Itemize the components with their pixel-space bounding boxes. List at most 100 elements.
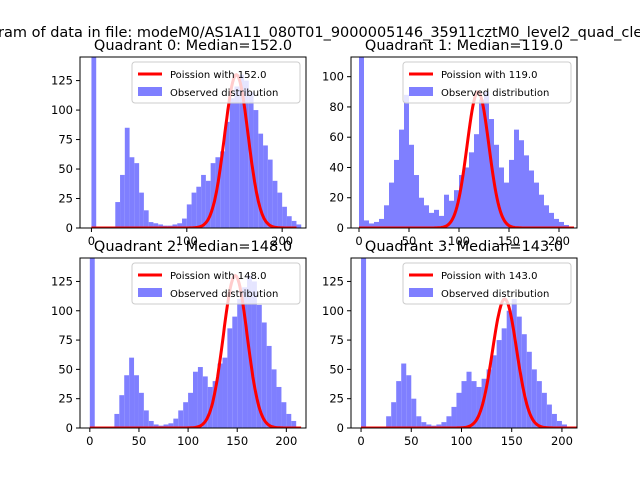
figure-title: Histogram of data in file: modeM0/AS1A11… <box>0 25 640 41</box>
legend-observed-label: Observed distribution <box>170 289 278 300</box>
x-tick-label: 0 <box>88 234 95 248</box>
histogram-bar <box>444 194 449 228</box>
histogram-bar <box>124 127 130 228</box>
histogram-bar <box>401 363 407 428</box>
histogram-bar <box>514 129 519 228</box>
histogram-bar <box>232 316 238 428</box>
chart-panel-1: 0 50 100 150 200 0 20 40 60 80 100 Quadrant 1: Medi… <box>322 38 578 248</box>
y-tick-label: 50 <box>58 362 73 376</box>
histogram-bar <box>561 424 567 428</box>
histogram-bar <box>178 410 184 428</box>
histogram-bar <box>217 363 223 428</box>
histogram-bar <box>504 182 509 228</box>
histogram-bar <box>129 157 135 228</box>
histogram-bar <box>138 392 144 428</box>
y-tick-label: 0 <box>66 421 73 435</box>
histogram-bar <box>212 381 218 428</box>
poisson-model-line <box>361 297 577 428</box>
subplot-title: Quadrant 0: Median=152.0 <box>94 38 292 54</box>
histogram-bar <box>491 355 497 428</box>
histogram-bar <box>124 375 130 428</box>
x-tick-label: 100 <box>448 234 470 248</box>
plot-area <box>359 57 574 228</box>
histogram-bar <box>256 304 262 428</box>
legend-box <box>402 262 572 305</box>
histogram-bar <box>564 224 569 228</box>
histogram-bar <box>186 204 192 228</box>
histogram-bar <box>361 258 367 428</box>
histogram-bar <box>143 210 149 228</box>
histogram-bar <box>436 424 442 428</box>
histogram-bar <box>546 404 552 428</box>
histogram-bar <box>419 197 424 228</box>
chart-panel-3: 0 50 100 150 200 0 25 50 75 100 125 Quadrant 3: Med… <box>322 239 578 448</box>
histogram-bar <box>172 224 178 228</box>
subplot-title: Quadrant 1: Median=119.0 <box>365 38 563 54</box>
y-tick-label: 40 <box>329 160 344 174</box>
histogram-bar <box>411 398 417 428</box>
histogram-bar <box>114 413 120 428</box>
histogram-bar <box>134 375 139 428</box>
legend-observed-label: Observed distribution <box>441 289 549 300</box>
histogram-bar <box>188 392 193 428</box>
legend-observed-swatch <box>138 87 162 96</box>
histogram-bar <box>220 151 225 228</box>
histogram-bar <box>148 420 154 428</box>
legend-observed-swatch <box>409 288 433 297</box>
histogram-bar <box>168 423 174 428</box>
histogram-bar <box>205 180 211 228</box>
histogram-bar <box>261 322 267 428</box>
y-tick-label: 0 <box>66 221 73 235</box>
histogram-bar <box>196 186 202 228</box>
histogram-bar <box>129 357 135 428</box>
subplot-title: Quadrant 3: Median=143.0 <box>365 239 563 255</box>
histogram-bar <box>511 299 517 428</box>
histogram-bar <box>242 287 248 428</box>
chart-panel-0: 0 100 200 0 25 50 75 100 125 Quadrant 0: Median=1… <box>51 38 307 248</box>
histogram-bar <box>466 371 472 428</box>
histogram-bar <box>479 99 484 228</box>
histogram-bar <box>471 381 477 428</box>
axes-frame <box>79 56 307 229</box>
x-tick-label: 150 <box>498 234 520 248</box>
histogram-bar <box>484 91 489 228</box>
y-tick-label: 100 <box>322 70 344 84</box>
histogram-bar <box>531 369 537 428</box>
histogram-bar <box>272 180 278 228</box>
histogram-bar <box>529 170 534 228</box>
histogram-bar <box>404 94 409 228</box>
histogram-bar <box>496 340 502 428</box>
x-tick-label: 150 <box>226 434 248 448</box>
histogram-bar <box>421 422 427 428</box>
legend-model-label: Poission with 119.0 <box>441 70 537 81</box>
y-tick-label: 125 <box>51 274 73 288</box>
histogram-bar <box>521 334 527 428</box>
y-tick-label: 125 <box>322 274 344 288</box>
histogram-bar <box>534 182 539 228</box>
histogram-bar <box>148 222 154 228</box>
histogram-bar <box>91 57 97 228</box>
histogram-bar <box>177 223 183 228</box>
histogram-bar <box>446 416 452 428</box>
histogram-bar <box>539 194 544 228</box>
histogram-bar <box>551 413 557 428</box>
histogram-bar <box>227 328 233 428</box>
legend-model-label: Poission with 143.0 <box>441 271 537 282</box>
histogram-bar <box>237 299 243 428</box>
y-tick-label: 0 <box>337 221 344 235</box>
legend-model-label: Poission with 148.0 <box>170 271 266 282</box>
x-tick-label: 100 <box>451 434 473 448</box>
histogram-bar <box>251 281 257 428</box>
histogram-bar <box>244 80 249 228</box>
y-tick-label: 0 <box>337 421 344 435</box>
histogram-bar <box>461 381 467 428</box>
histogram-bar <box>396 381 402 428</box>
histogram-bar <box>541 392 547 428</box>
histogram-bar <box>224 121 230 228</box>
histogram-bar <box>197 367 203 428</box>
histogram-bar <box>544 205 549 228</box>
histogram-bar <box>439 215 444 228</box>
plot-area <box>89 258 302 428</box>
histogram-bar <box>291 220 297 228</box>
histogram-bar <box>153 223 159 228</box>
